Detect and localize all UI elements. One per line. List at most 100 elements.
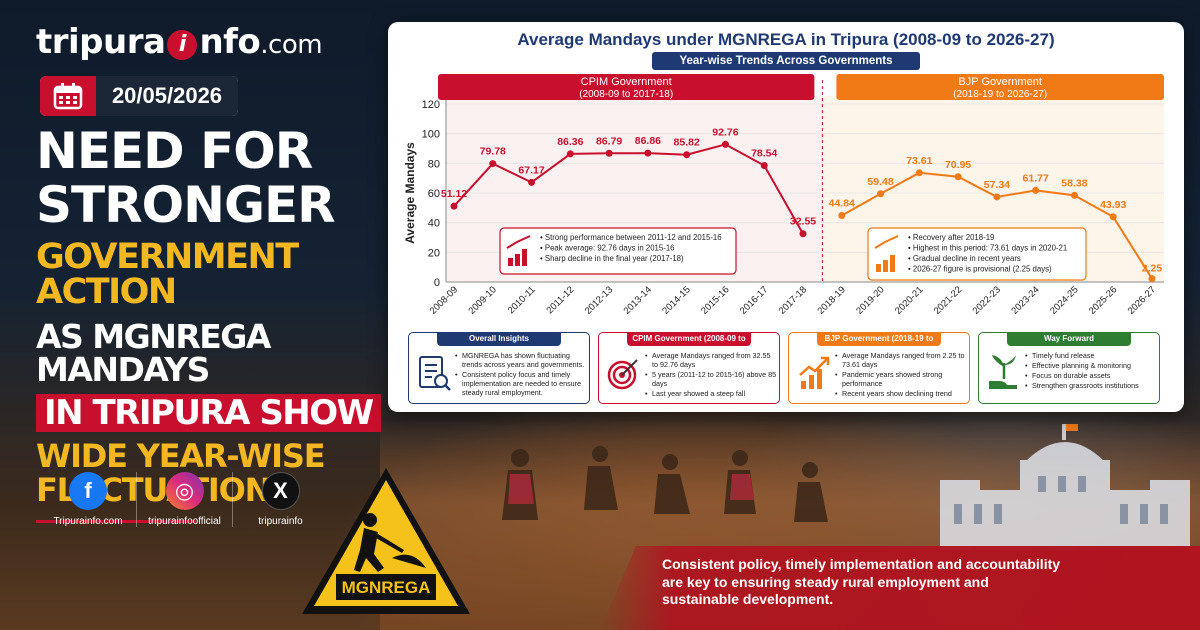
data-label: 44.84 bbox=[829, 197, 855, 209]
annotation-icon-bar bbox=[515, 254, 520, 266]
headline-divider bbox=[36, 520, 196, 523]
series-header-name: CPIM Government bbox=[581, 76, 672, 88]
x-tick-label: 2018-19 bbox=[815, 284, 847, 316]
x-tick-label: 2009-10 bbox=[466, 284, 498, 316]
panel-cpim-government: CPIM Government (2008-09 to 2017-18) Ave… bbox=[598, 332, 780, 404]
brand-logo: tripura i nfo.com bbox=[36, 22, 323, 62]
x-tick-label: 2024-25 bbox=[1048, 284, 1080, 316]
series-line bbox=[453, 143, 804, 235]
data-point bbox=[915, 169, 923, 177]
annotation-box bbox=[867, 227, 1087, 281]
data-label: 78.54 bbox=[751, 147, 777, 159]
data-point bbox=[450, 202, 458, 210]
x-tick-label: 2014-15 bbox=[660, 284, 692, 316]
series-header-period: (2018-19 to 2026-27) bbox=[953, 89, 1047, 100]
annotation-text: • Strong performance between 2011-12 and… bbox=[540, 233, 722, 242]
series-header-name: BJP Government bbox=[958, 76, 1042, 88]
y-tick-label: 20 bbox=[428, 247, 440, 259]
data-label: 51.12 bbox=[441, 188, 467, 200]
panel-point: Last year showed a steep fall bbox=[645, 389, 777, 398]
data-label: 58.38 bbox=[1061, 177, 1087, 189]
x-icon: X bbox=[261, 472, 300, 510]
annotation-text: • Highest in this period: 73.61 days in … bbox=[908, 244, 1067, 253]
data-point bbox=[1148, 275, 1156, 283]
x-tick-label: 2017-18 bbox=[777, 284, 809, 316]
data-label: 85.82 bbox=[674, 137, 700, 149]
panel-point: Timely fund release bbox=[1025, 351, 1157, 360]
growth-chart-icon bbox=[799, 356, 830, 389]
date-badge: 20/05/2026 bbox=[40, 76, 238, 116]
headline-line-1: NEED FOR bbox=[36, 122, 313, 180]
data-label: 86.36 bbox=[557, 136, 583, 148]
warning-sign-label: MGNREGA bbox=[342, 578, 431, 597]
panel-point: 5 years (2011-12 to 2015-16) above 85 da… bbox=[645, 370, 777, 388]
warning-sign: MGNREGA bbox=[302, 468, 470, 614]
data-point bbox=[1032, 186, 1040, 194]
bottom-message: Consistent policy, timely implementation… bbox=[662, 556, 1061, 607]
annotation-icon-bar bbox=[876, 264, 881, 272]
data-label: 43.93 bbox=[1100, 199, 1126, 211]
social-label: tripurainfo bbox=[258, 516, 303, 527]
x-tick-label: 2025-26 bbox=[1087, 284, 1119, 316]
panel-way-forward: Way Forward Timely fund release Effectiv… bbox=[978, 332, 1160, 404]
annotation-icon-bar bbox=[883, 260, 888, 272]
panel-bjp-government: BJP Government (2018-19 to 2026-27) Aver… bbox=[788, 332, 970, 404]
x-tick-label: 2012-13 bbox=[583, 284, 615, 316]
data-point bbox=[528, 178, 536, 186]
headline-line-2: STRONGER bbox=[36, 176, 336, 234]
x-tick-label: 2015-16 bbox=[699, 284, 731, 316]
x-tick-label: 2016-17 bbox=[738, 284, 770, 316]
panel-point: Average Mandays ranged from 2.25 to 73.6… bbox=[835, 351, 967, 369]
data-label: 32.55 bbox=[790, 216, 816, 228]
data-label: 73.61 bbox=[906, 155, 932, 167]
panel-point: Strengthen grassroots institutions bbox=[1025, 381, 1157, 390]
x-tick-label: 2013-14 bbox=[622, 284, 654, 316]
annotation-icon-arrow bbox=[506, 235, 531, 249]
annotation-icon-bar bbox=[522, 249, 527, 266]
social-facebook[interactable]: f Tripurainfo.com bbox=[40, 472, 136, 527]
panel-point: MGNREGA has shown fluctuating trends acr… bbox=[455, 351, 587, 369]
headline-line-3: GOVERNMENT ACTION bbox=[36, 237, 299, 312]
data-point bbox=[954, 173, 962, 181]
brand-i-badge: i bbox=[167, 30, 198, 60]
data-point bbox=[489, 160, 497, 168]
x-tick-label: 2008-09 bbox=[428, 284, 460, 316]
chart-subtitle: Year-wise Trends Across Governments bbox=[652, 52, 920, 70]
digging-worker-icon bbox=[354, 513, 426, 572]
infographic-card: 0 20 40 60 80 100 120 Average Mandays CPIM Gover… bbox=[388, 22, 1184, 412]
series-header-bar bbox=[836, 74, 1164, 100]
data-label: 70.95 bbox=[945, 159, 971, 171]
data-point bbox=[877, 190, 885, 198]
calendar-icon bbox=[40, 76, 96, 116]
x-tick-label: 2011-12 bbox=[545, 284, 577, 316]
annotation-icon-arrow bbox=[874, 235, 899, 249]
x-tick-label: 2023-24 bbox=[1009, 284, 1041, 316]
y-axis-label: Average Mandays bbox=[403, 142, 417, 244]
bottom-banner: Consistent policy, timely implementation… bbox=[600, 546, 1200, 630]
workers-illustration bbox=[502, 446, 828, 522]
panel-title: Overall Insights bbox=[437, 332, 561, 346]
data-label: 92.76 bbox=[712, 126, 738, 138]
x-tick-label: 2020-21 bbox=[893, 284, 925, 316]
data-point bbox=[993, 193, 1001, 201]
headline-line-5: IN TRIPURA SHOW bbox=[36, 394, 381, 432]
headline-line-6: WIDE YEAR-WISE bbox=[36, 437, 326, 475]
x-tick-label: 2010-11 bbox=[506, 284, 538, 316]
date-text: 20/05/2026 bbox=[96, 76, 238, 116]
panel-point: Average Mandays ranged from 32.55 to 92.… bbox=[645, 351, 777, 369]
data-point bbox=[1070, 191, 1078, 199]
panel-point: Recent years show declining trend bbox=[835, 389, 967, 398]
annotation-text: • 2026-27 figure is provisional (2.25 da… bbox=[908, 265, 1052, 274]
social-label: Tripurainfo.com bbox=[53, 516, 123, 527]
chart-title: Average Mandays under MGNREGA in Tripura… bbox=[517, 30, 1055, 49]
target-icon bbox=[607, 359, 638, 390]
social-instagram[interactable]: ◎ tripurainfoofficial bbox=[136, 472, 232, 527]
panel-title: Way Forward bbox=[1007, 332, 1131, 346]
data-label: 59.48 bbox=[867, 176, 893, 188]
annotation-icon-bar bbox=[890, 255, 895, 272]
social-x[interactable]: X tripurainfo bbox=[232, 472, 328, 527]
facebook-icon: f bbox=[69, 472, 107, 510]
y-tick-label: 100 bbox=[422, 129, 440, 141]
panel-point: Focus on durable assets bbox=[1025, 371, 1157, 380]
panel-point: Pandemic years showed strong performance bbox=[835, 370, 967, 388]
